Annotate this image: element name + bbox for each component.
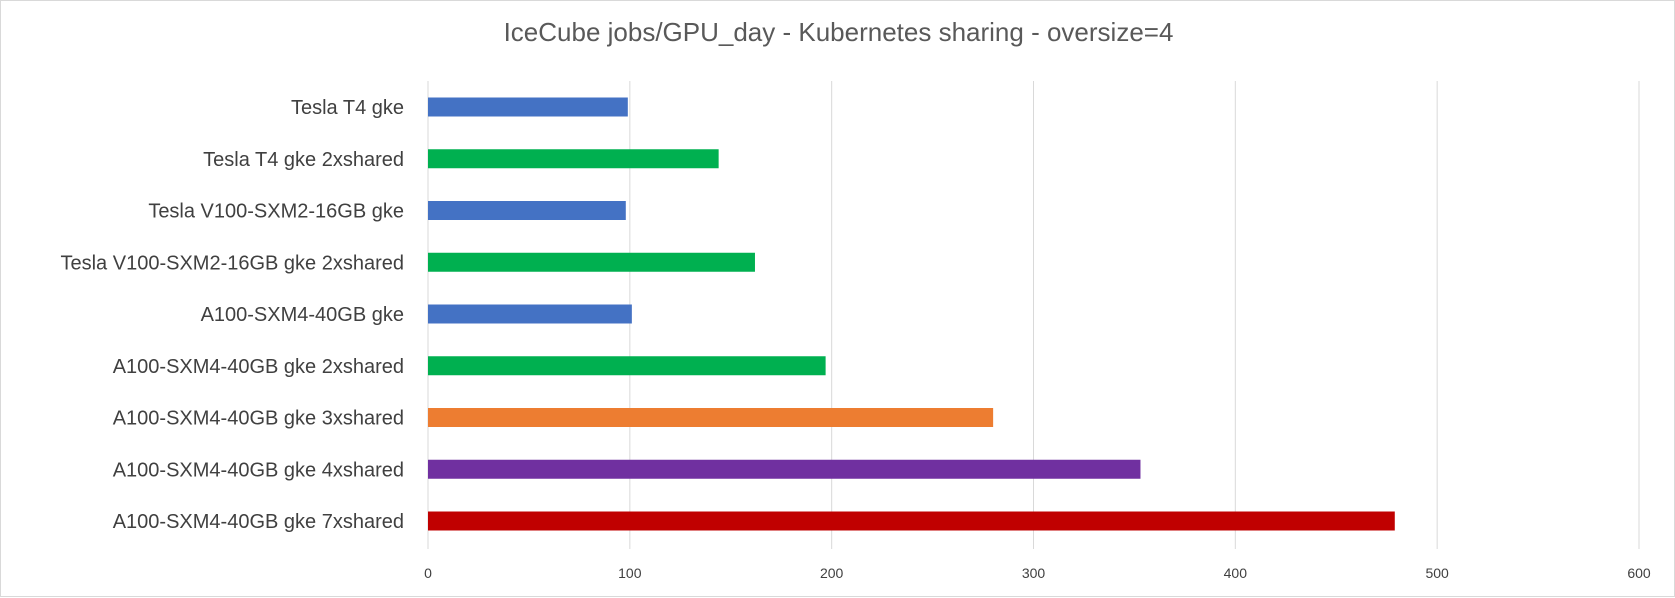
x-tick-labels: 0 100 200 300 400 500 600 (424, 565, 1651, 581)
bar-3 (428, 252, 755, 272)
x-tick-label-3: 300 (1022, 565, 1046, 581)
chart-title: IceCube jobs/GPU_day - Kubernetes sharin… (503, 17, 1174, 47)
category-label-3: Tesla V100-SXM2-16GB gke 2xshared (60, 252, 404, 274)
x-tick-label-6: 600 (1627, 565, 1651, 581)
x-tick-label-1: 100 (618, 565, 642, 581)
bar-6 (428, 408, 994, 427)
bar-7 (428, 459, 1141, 479)
bar-0 (428, 97, 628, 117)
bar-5 (428, 356, 826, 376)
category-labels: Tesla T4 gke Tesla T4 gke 2xshared Tesla V… (60, 97, 404, 533)
category-label-8: A100-SXM4-40GB gke 7xshared (113, 511, 404, 533)
category-label-1: Tesla T4 gke 2xshared (203, 149, 404, 171)
bars (428, 97, 1395, 531)
bar-2 (428, 201, 626, 220)
category-label-5: A100-SXM4-40GB gke 2xshared (113, 356, 404, 378)
x-tick-label-5: 500 (1425, 565, 1449, 581)
category-label-4: A100-SXM4-40GB gke (201, 304, 404, 326)
x-tick-label-2: 200 (820, 565, 844, 581)
x-tick-label-0: 0 (424, 565, 432, 581)
category-label-7: A100-SXM4-40GB gke 4xshared (113, 459, 404, 481)
bar-4 (428, 304, 632, 324)
x-tick-label-4: 400 (1224, 565, 1248, 581)
bar-1 (428, 149, 719, 169)
category-label-2: Tesla V100-SXM2-16GB gke (148, 201, 404, 223)
category-label-0: Tesla T4 gke (291, 97, 404, 119)
category-label-6: A100-SXM4-40GB gke 3xshared (113, 408, 404, 430)
bar-8 (428, 511, 1395, 531)
